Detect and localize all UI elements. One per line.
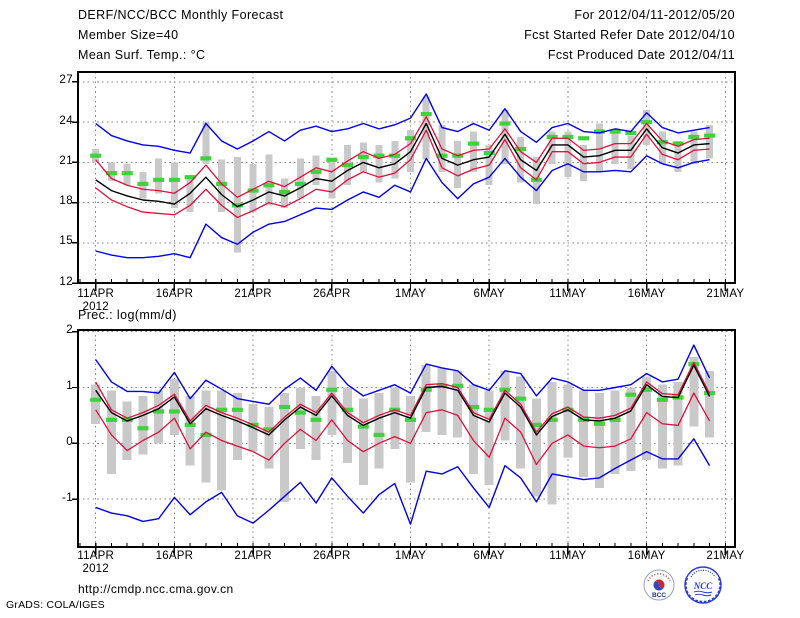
y-tick-label: 0 [66, 435, 73, 448]
refer-date-label: Fcst Started Refer Date 2012/04/10 [524, 28, 735, 42]
x-tick-label: 21MAY [706, 550, 745, 562]
year-label: 2012 [82, 301, 109, 313]
produced-date-label: Fcst Produced Date 2012/04/11 [547, 48, 735, 62]
x-tick-label: 16APR [155, 288, 194, 300]
x-tick-label: 16MAY [627, 288, 666, 300]
y-tick-label: 15 [59, 235, 73, 248]
bcc-logo-label: BCC [652, 592, 666, 599]
x-tick-label: 6MAY [473, 288, 505, 300]
forecast-period-label: For 2012/04/11-2012/05/20 [574, 8, 735, 22]
x-tick-label: 1MAY [394, 288, 427, 300]
x-tick-label: 16APR [155, 550, 194, 562]
x-tick-label: 21MAY [706, 288, 745, 300]
member-size-label: Member Size=40 [78, 28, 179, 42]
year-label: 2012 [82, 563, 109, 575]
ncc-wreath [684, 577, 722, 604]
x-tick-label: 6MAY [473, 550, 505, 562]
page-title: DERF/NCC/BCC Monthly Forecast [78, 8, 284, 22]
ncc-outer-circle [684, 566, 722, 604]
x-tick-label: 11APR [77, 550, 114, 562]
ncc-wave-1 [693, 590, 713, 594]
x-tick-label: 11APR [77, 288, 114, 300]
y-tick-label: 12 [59, 275, 73, 288]
ncc-logo-label: NCC [693, 581, 714, 591]
x-tick-label: 26APR [313, 550, 351, 562]
y-tick-label: 18 [59, 195, 73, 208]
temp-chart-title: Mean Surf. Temp.: °C [78, 48, 206, 62]
precipitation-chart-canvas [72, 329, 736, 555]
ncc-ring-text [690, 569, 716, 578]
x-tick-label: 21APR [234, 288, 272, 300]
bcc-logo: BCC [643, 569, 675, 601]
y-tick-label: 27 [59, 74, 73, 87]
source-url: http://cmdp.ncc.cma.gov.cn [78, 582, 234, 596]
y-tick-label: 2 [66, 324, 73, 337]
temperature-chart-canvas [72, 71, 736, 291]
x-tick-label: 11MAY [549, 550, 587, 562]
y-tick-label: 21 [59, 154, 73, 167]
x-tick-label: 21APR [234, 550, 272, 562]
x-tick-label: 16MAY [627, 550, 666, 562]
x-tick-label: 1MAY [394, 550, 427, 562]
bcc-swirl-red [653, 579, 665, 589]
y-tick-label: -1 [61, 491, 73, 504]
grads-credit: GrADS: COLA/IGES [6, 599, 105, 611]
y-tick-label: 24 [59, 114, 73, 127]
ncc-logo: NCC [684, 566, 722, 604]
ncc-wave-2 [694, 593, 712, 597]
x-tick-label: 11MAY [549, 288, 587, 300]
y-tick-label: 1 [66, 380, 73, 392]
x-tick-label: 26APR [313, 288, 351, 300]
bcc-ring-text [647, 573, 671, 582]
precip-chart-title: Prec.: log(mm/d) [78, 308, 177, 322]
bcc-swirl-blue [653, 581, 665, 591]
